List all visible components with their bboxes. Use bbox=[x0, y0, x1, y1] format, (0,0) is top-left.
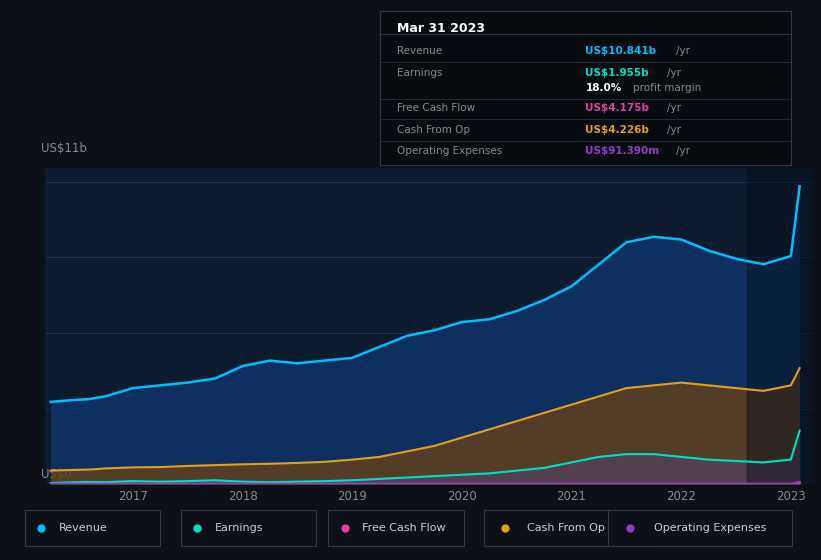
Text: 18.0%: 18.0% bbox=[585, 83, 621, 93]
Text: /yr: /yr bbox=[667, 68, 681, 78]
Text: Revenue: Revenue bbox=[397, 46, 442, 56]
Text: US$4.175b: US$4.175b bbox=[585, 103, 649, 113]
Text: US$10.841b: US$10.841b bbox=[585, 46, 657, 56]
Text: US$91.390m: US$91.390m bbox=[585, 146, 659, 156]
Text: /yr: /yr bbox=[676, 46, 690, 56]
Text: profit margin: profit margin bbox=[633, 83, 701, 93]
Text: Free Cash Flow: Free Cash Flow bbox=[397, 103, 475, 113]
Text: Cash From Op: Cash From Op bbox=[397, 125, 470, 135]
Text: /yr: /yr bbox=[667, 103, 681, 113]
Text: Cash From Op: Cash From Op bbox=[528, 523, 605, 533]
Text: US$0: US$0 bbox=[41, 468, 72, 481]
Text: Earnings: Earnings bbox=[397, 68, 442, 78]
Text: /yr: /yr bbox=[676, 146, 690, 156]
Text: Revenue: Revenue bbox=[58, 523, 108, 533]
Text: Earnings: Earnings bbox=[214, 523, 263, 533]
Text: Mar 31 2023: Mar 31 2023 bbox=[397, 22, 484, 35]
Bar bbox=[747, 168, 813, 484]
Text: US$1.955b: US$1.955b bbox=[585, 68, 649, 78]
Text: Operating Expenses: Operating Expenses bbox=[654, 523, 766, 533]
Text: Free Cash Flow: Free Cash Flow bbox=[362, 523, 446, 533]
Text: /yr: /yr bbox=[667, 125, 681, 135]
Text: US$11b: US$11b bbox=[41, 142, 87, 155]
Text: Operating Expenses: Operating Expenses bbox=[397, 146, 502, 156]
Text: US$4.226b: US$4.226b bbox=[585, 125, 649, 135]
